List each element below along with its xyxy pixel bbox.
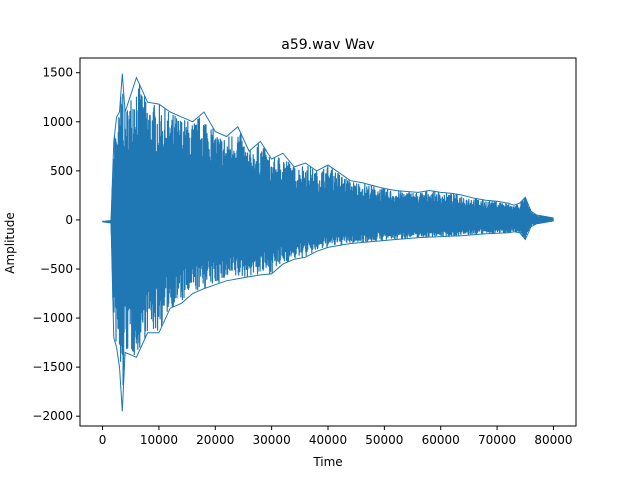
plot-area xyxy=(101,73,554,412)
y-tick-label: −2000 xyxy=(32,409,73,423)
x-tick-label: 0 xyxy=(99,433,107,447)
x-tick-label: 80000 xyxy=(534,433,572,447)
axes-frame xyxy=(79,57,577,427)
x-axis-label: Time xyxy=(312,455,342,469)
y-tick-label: 1000 xyxy=(42,115,73,129)
y-axis: −2000 −1500 −1000 −500 0 500 1000 1500 xyxy=(32,66,80,423)
x-tick-label: 20000 xyxy=(196,433,234,447)
y-tick-label: 500 xyxy=(50,164,73,178)
y-tick-label: 0 xyxy=(65,213,73,227)
x-tick-label: 60000 xyxy=(422,433,460,447)
x-tick-label: 70000 xyxy=(478,433,516,447)
x-axis: 0 10000 20000 30000 40000 50000 60000 70000 8000… xyxy=(99,426,573,447)
x-tick-label: 50000 xyxy=(365,433,403,447)
chart-title: a59.wav Wav xyxy=(281,37,374,53)
x-tick-label: 40000 xyxy=(309,433,347,447)
waveform-upper-envelope xyxy=(102,73,554,223)
y-tick-label: 1500 xyxy=(42,66,73,80)
y-axis-label: Amplitude xyxy=(3,212,17,274)
x-tick-label: 30000 xyxy=(253,433,291,447)
x-tick-label: 10000 xyxy=(140,433,178,447)
y-tick-label: −1500 xyxy=(32,360,73,374)
waveform-lower-envelope xyxy=(102,220,554,412)
y-tick-label: −500 xyxy=(40,262,73,276)
y-tick-label: −1000 xyxy=(32,311,73,325)
waveform-series-line xyxy=(101,84,554,386)
